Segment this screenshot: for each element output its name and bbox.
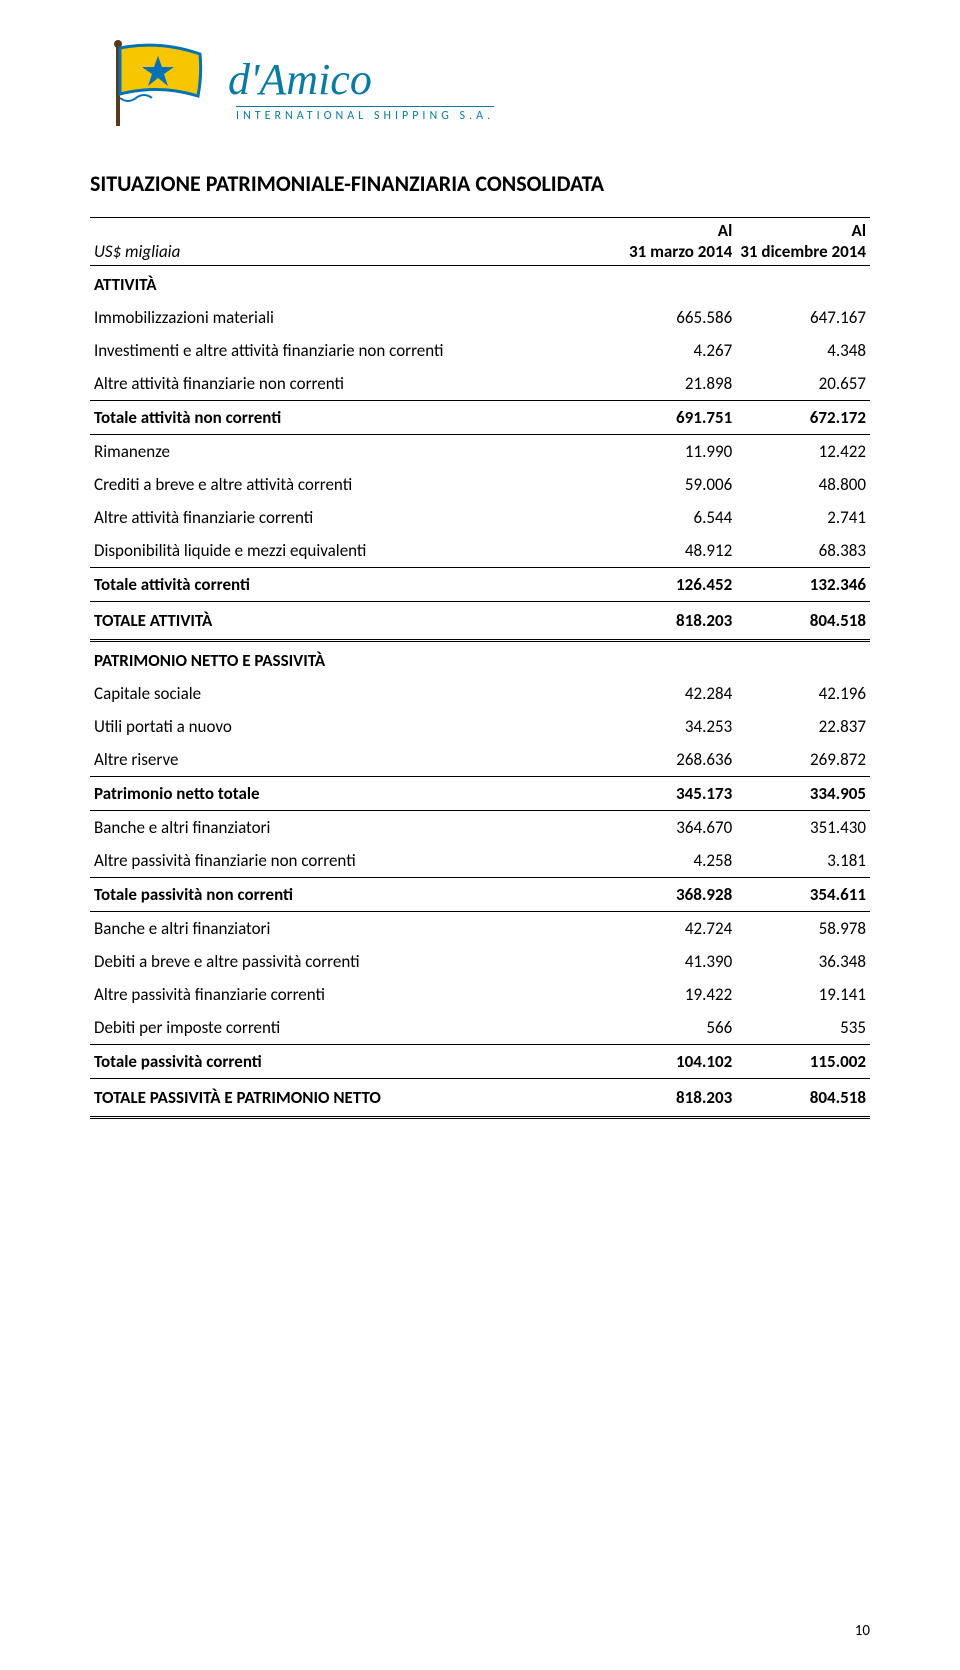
table-row: Immobilizzazioni materiali 665.586 647.1… <box>90 301 870 334</box>
page-title: SITUAZIONE PATRIMONIALE-FINANZIARIA CONS… <box>90 170 870 197</box>
table-row: Disponibilità liquide e mezzi equivalent… <box>90 534 870 568</box>
table-row: Altre riserve 268.636 269.872 <box>90 743 870 777</box>
table-row: Crediti a breve e altre attività corrent… <box>90 468 870 501</box>
subtotal-row: Totale passività correnti 104.102 115.00… <box>90 1044 870 1078</box>
table-row: Altre passività finanziarie correnti 19.… <box>90 978 870 1011</box>
brand-name: d'Amico <box>228 58 494 102</box>
company-logo: d'Amico INTERNATIONAL SHIPPING S.A. <box>110 40 870 130</box>
table-row: Investimenti e altre attività finanziari… <box>90 334 870 367</box>
table-row: Rimanenze 11.990 12.422 <box>90 434 870 468</box>
flag-icon <box>110 40 220 130</box>
table-row: Debiti a breve e altre passività corrent… <box>90 945 870 978</box>
table-row: Altre attività finanziarie correnti 6.54… <box>90 501 870 534</box>
total-liab-equity-row: TOTALE PASSIVITÀ E PATRIMONIO NETTO 818.… <box>90 1078 870 1117</box>
subtotal-row: Patrimonio netto totale 345.173 334.905 <box>90 776 870 810</box>
unit-label: US$ migliaia <box>90 218 604 266</box>
table-row: Debiti per imposte correnti 566 535 <box>90 1011 870 1045</box>
financial-table: US$ migliaia Al 31 marzo 2014 Al 31 dice… <box>90 217 870 1119</box>
table-row: Utili portati a nuovo 34.253 22.837 <box>90 710 870 743</box>
brand-subtitle: INTERNATIONAL SHIPPING S.A. <box>236 106 494 122</box>
table-row: Capitale sociale 42.284 42.196 <box>90 677 870 710</box>
section-equity-title: PATRIMONIO NETTO E PASSIVITÀ <box>90 640 870 677</box>
table-row: Altre attività finanziarie non correnti … <box>90 367 870 401</box>
table-row: Banche e altri finanziatori 364.670 351.… <box>90 810 870 844</box>
section-assets-title: ATTIVITÀ <box>90 265 870 301</box>
page-number: 10 <box>855 1622 870 1640</box>
total-assets-row: TOTALE ATTIVITÀ 818.203 804.518 <box>90 601 870 640</box>
table-row: Altre passività finanziarie non correnti… <box>90 844 870 878</box>
subtotal-row: Totale attività correnti 126.452 132.346 <box>90 567 870 601</box>
table-header-row: US$ migliaia Al 31 marzo 2014 Al 31 dice… <box>90 218 870 266</box>
col2-header: Al 31 dicembre 2014 <box>736 218 870 266</box>
subtotal-row: Totale attività non correnti 691.751 672… <box>90 400 870 434</box>
brand-text: d'Amico INTERNATIONAL SHIPPING S.A. <box>228 58 494 122</box>
table-row: Banche e altri finanziatori 42.724 58.97… <box>90 911 870 945</box>
subtotal-row: Totale passività non correnti 368.928 35… <box>90 877 870 911</box>
col1-header: Al 31 marzo 2014 <box>604 218 737 266</box>
